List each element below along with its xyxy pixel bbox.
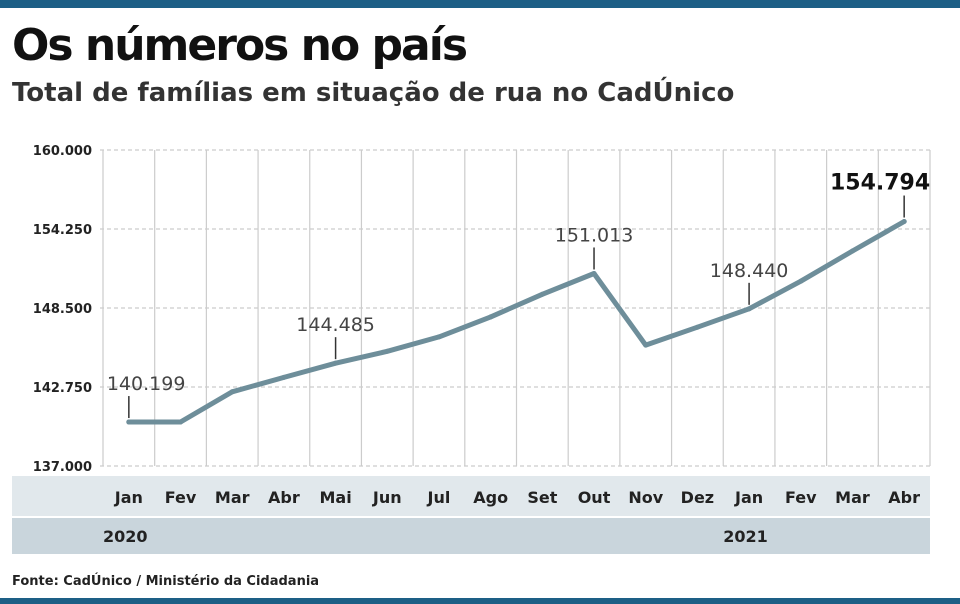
data-point xyxy=(901,219,907,225)
source-note: Fonte: CadÚnico / Ministério da Cidadani… xyxy=(12,574,320,589)
x-tick-label: Set xyxy=(527,488,557,507)
data-point xyxy=(643,342,649,348)
x-tick-label: Ago xyxy=(473,488,508,507)
data-point xyxy=(539,291,545,297)
data-label: 154.794 xyxy=(830,171,930,196)
chart-subtitle: Total de famílias em situação de rua no … xyxy=(12,78,735,108)
y-tick-label: 148.500 xyxy=(33,302,92,317)
bottom-accent-bar xyxy=(0,598,960,604)
y-tick-label: 142.750 xyxy=(33,381,92,396)
data-point xyxy=(798,278,804,284)
data-point xyxy=(178,419,184,425)
x-tick-label: Jul xyxy=(427,488,451,507)
y-tick-label: 154.250 xyxy=(33,223,92,238)
data-point xyxy=(591,270,597,276)
data-point xyxy=(849,248,855,254)
month-band xyxy=(12,476,930,516)
x-tick-label: Mar xyxy=(835,488,870,507)
x-tick-label: Fev xyxy=(165,488,197,507)
data-point xyxy=(694,324,700,330)
y-tick-label: 160.000 xyxy=(33,144,92,159)
data-label: 140.199 xyxy=(107,373,186,395)
x-tick-label: Nov xyxy=(628,488,663,507)
data-point xyxy=(281,374,287,380)
x-tick-label: Abr xyxy=(888,488,920,507)
x-tick-label: Fev xyxy=(785,488,817,507)
data-point xyxy=(436,334,442,340)
data-point xyxy=(229,389,235,395)
year-label: 2021 xyxy=(723,527,768,546)
x-tick-label: Out xyxy=(578,488,611,507)
x-tick-label: Jun xyxy=(372,488,402,507)
data-label: 151.013 xyxy=(555,224,634,246)
x-tick-label: Mai xyxy=(319,488,351,507)
x-tick-label: Jan xyxy=(114,488,143,507)
data-point xyxy=(333,360,339,366)
x-tick-label: Jan xyxy=(734,488,763,507)
chart-title: Os números no país xyxy=(12,20,468,71)
data-label: 144.485 xyxy=(296,314,375,336)
y-tick-label: 137.000 xyxy=(33,460,92,475)
data-point xyxy=(126,419,132,425)
data-label: 148.440 xyxy=(710,260,789,282)
year-band xyxy=(12,518,930,554)
year-label: 2020 xyxy=(103,527,148,546)
data-point xyxy=(746,306,752,312)
x-tick-label: Abr xyxy=(268,488,300,507)
top-accent-bar xyxy=(0,0,960,8)
data-point xyxy=(488,314,494,320)
data-point xyxy=(384,348,390,354)
x-tick-label: Mar xyxy=(215,488,250,507)
series-line xyxy=(126,219,907,425)
x-tick-label: Dez xyxy=(681,488,714,507)
